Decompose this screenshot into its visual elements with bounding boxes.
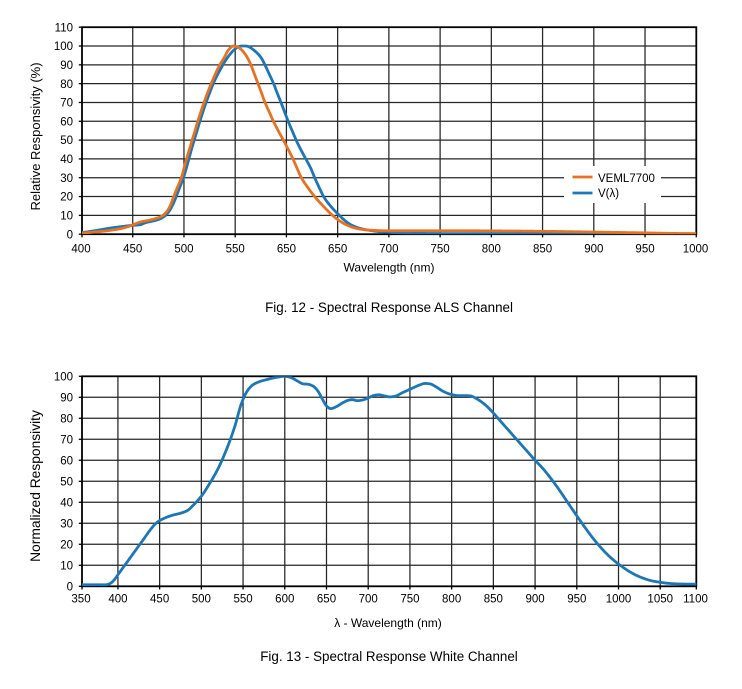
svg-text:1050: 1050	[647, 594, 673, 606]
svg-text:90: 90	[60, 60, 73, 72]
svg-text:Fig. 12 - Spectral Response AL: Fig. 12 - Spectral Response ALS Channel	[265, 300, 513, 315]
svg-text:700: 700	[379, 243, 398, 255]
svg-text:Normalized Responsivity: Normalized Responsivity	[28, 410, 43, 562]
svg-text:100: 100	[54, 41, 73, 53]
svg-text:1000: 1000	[606, 594, 632, 606]
svg-text:800: 800	[442, 594, 461, 606]
svg-text:750: 750	[431, 243, 450, 255]
svg-text:10: 10	[60, 210, 73, 222]
svg-text:Wavelength (nm): Wavelength (nm)	[344, 261, 435, 275]
svg-text:100: 100	[54, 371, 73, 383]
svg-text:550: 550	[226, 243, 245, 255]
svg-text:0: 0	[67, 581, 73, 593]
svg-text:1000: 1000	[683, 243, 709, 255]
svg-text:70: 70	[60, 434, 73, 446]
svg-text:0: 0	[67, 229, 73, 241]
svg-text:60: 60	[60, 116, 73, 128]
svg-text:60: 60	[60, 455, 73, 467]
svg-text:80: 80	[60, 79, 73, 91]
svg-text:400: 400	[71, 243, 90, 255]
svg-text:600: 600	[275, 594, 294, 606]
svg-text:450: 450	[150, 594, 169, 606]
svg-text:400: 400	[108, 594, 127, 606]
svg-text:350: 350	[71, 594, 90, 606]
svg-text:10: 10	[60, 560, 73, 572]
svg-text:500: 500	[174, 243, 193, 255]
svg-text:500: 500	[192, 594, 211, 606]
svg-text:V(λ): V(λ)	[598, 188, 619, 200]
svg-text:650: 650	[328, 243, 347, 255]
svg-text:40: 40	[60, 154, 73, 166]
svg-text:700: 700	[359, 594, 378, 606]
svg-text:90: 90	[60, 392, 73, 404]
svg-text:900: 900	[584, 243, 603, 255]
svg-text:850: 850	[533, 243, 552, 255]
svg-text:70: 70	[60, 98, 73, 110]
svg-text:20: 20	[60, 192, 73, 204]
svg-text:850: 850	[484, 594, 503, 606]
svg-text:750: 750	[400, 594, 419, 606]
svg-text:1100: 1100	[683, 594, 708, 606]
svg-text:110: 110	[55, 22, 73, 34]
svg-text:950: 950	[635, 243, 654, 255]
svg-text:900: 900	[525, 594, 544, 606]
svg-text:30: 30	[60, 173, 73, 185]
svg-text:50: 50	[60, 135, 73, 147]
svg-text:Fig. 13 - Spectral Response Wh: Fig. 13 - Spectral Response White Channe…	[260, 649, 518, 664]
svg-text:50: 50	[60, 476, 73, 488]
svg-text:40: 40	[60, 497, 73, 509]
svg-text:VEML7700: VEML7700	[598, 173, 655, 185]
svg-text:20: 20	[60, 539, 73, 551]
svg-text:λ - Wavelength (nm): λ - Wavelength (nm)	[334, 616, 442, 630]
svg-text:80: 80	[60, 413, 73, 425]
svg-text:650: 650	[317, 594, 336, 606]
svg-text:950: 950	[567, 594, 586, 606]
svg-text:Relative Responsivity (%): Relative Responsivity (%)	[28, 62, 43, 210]
svg-text:30: 30	[60, 518, 73, 530]
svg-text:650: 650	[277, 243, 296, 255]
svg-text:450: 450	[123, 243, 142, 255]
svg-text:800: 800	[482, 243, 501, 255]
svg-text:550: 550	[233, 594, 252, 606]
